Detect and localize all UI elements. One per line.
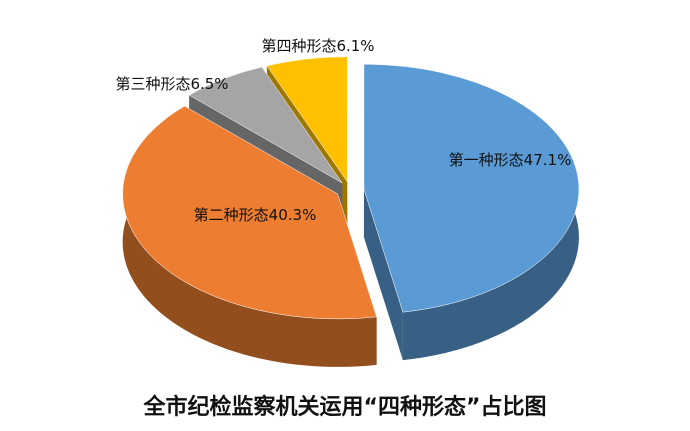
pie-slice	[188, 66, 343, 184]
value-label: 6.1%	[336, 37, 374, 55]
slice-wall	[363, 189, 403, 361]
pie-slice	[122, 105, 377, 320]
category-name: 第四种形态	[261, 37, 336, 55]
category-name: 第三种形态	[115, 75, 190, 93]
slice-tops	[122, 56, 580, 320]
slice-outer-wall	[122, 106, 377, 367]
value-label: 6.5%	[190, 75, 228, 93]
slice-label: 第二种形态40.3%	[194, 206, 317, 224]
slice-label: 第一种形态47.1%	[449, 151, 572, 169]
pie-slice	[363, 63, 580, 313]
category-name: 第一种形态	[449, 151, 524, 169]
slice-label: 第三种形态6.5%	[115, 75, 228, 93]
pie-slice	[266, 56, 348, 183]
value-label: 47.1%	[524, 151, 572, 169]
slice-label: 第四种形态6.1%	[261, 37, 374, 55]
value-label: 40.3%	[269, 206, 317, 224]
category-name: 第二种形态	[194, 206, 269, 224]
chart-title: 全市纪检监察机关运用“四种形态”占比图	[143, 394, 547, 420]
